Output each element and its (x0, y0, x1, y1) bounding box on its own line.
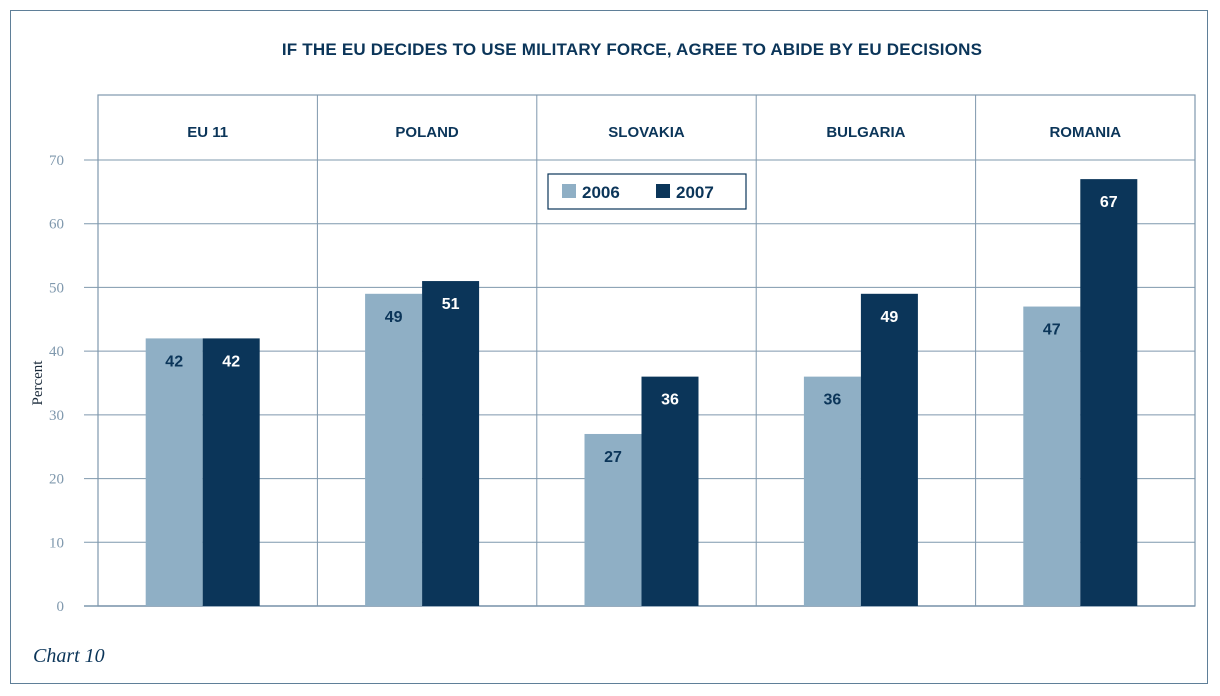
bar-2007-slovakia (641, 376, 699, 606)
y-tick-label: 30 (49, 408, 64, 424)
data-label: 27 (604, 449, 622, 466)
y-axis-label: Percent (30, 360, 46, 406)
category-label: BULGARIA (826, 124, 905, 141)
chart-caption: Chart 10 (33, 645, 105, 667)
legend-label-2007: 2007 (676, 183, 714, 202)
bar-group: 42 42 49 51 27 36 36 49 47 67 (145, 179, 1138, 606)
bar-2006-slovakia (584, 433, 642, 606)
category-label: ROMANIA (1049, 124, 1121, 141)
legend-swatch-2007 (656, 184, 670, 198)
legend-swatch-2006 (562, 184, 576, 198)
bar-2007-romania (1080, 179, 1138, 606)
bar-2007-poland (422, 281, 480, 606)
data-label: 51 (442, 296, 460, 313)
data-label: 67 (1100, 194, 1118, 211)
data-label: 47 (1043, 322, 1061, 339)
y-tick-label: 10 (49, 535, 64, 551)
y-tick-label: 50 (49, 280, 64, 296)
data-label: 42 (222, 353, 240, 370)
category-label: POLAND (395, 124, 459, 141)
category-labels: EU 11 POLAND SLOVAKIA BULGARIA ROMANIA (187, 124, 1121, 141)
data-label: 49 (881, 309, 899, 326)
bar-2006-bulgaria (803, 376, 861, 606)
y-tick-label: 60 (49, 217, 64, 233)
data-label: 36 (824, 392, 842, 409)
legend-label-2006: 2006 (582, 183, 620, 202)
legend-box (547, 173, 747, 210)
bar-2007-eu-11 (202, 338, 260, 606)
legend: 2006 2007 (547, 173, 747, 210)
y-tick-label: 40 (49, 344, 64, 360)
bar-2006-eu-11 (145, 338, 203, 606)
chart-title: IF THE EU DECIDES TO USE MILITARY FORCE,… (282, 40, 982, 59)
category-label: SLOVAKIA (608, 124, 685, 141)
data-label: 49 (385, 309, 403, 326)
bar-2007-bulgaria (860, 293, 918, 606)
y-tick-label: 70 (49, 153, 64, 169)
data-label: 36 (661, 392, 679, 409)
category-label: EU 11 (187, 124, 228, 141)
y-tick-label: 20 (49, 472, 64, 488)
bar-2006-poland (365, 293, 423, 606)
y-axis-ticks: 0 10 20 30 40 50 60 70 (49, 153, 64, 615)
bar-2006-romania (1023, 306, 1081, 606)
y-tick-label: 0 (57, 599, 65, 615)
data-label: 42 (165, 353, 183, 370)
